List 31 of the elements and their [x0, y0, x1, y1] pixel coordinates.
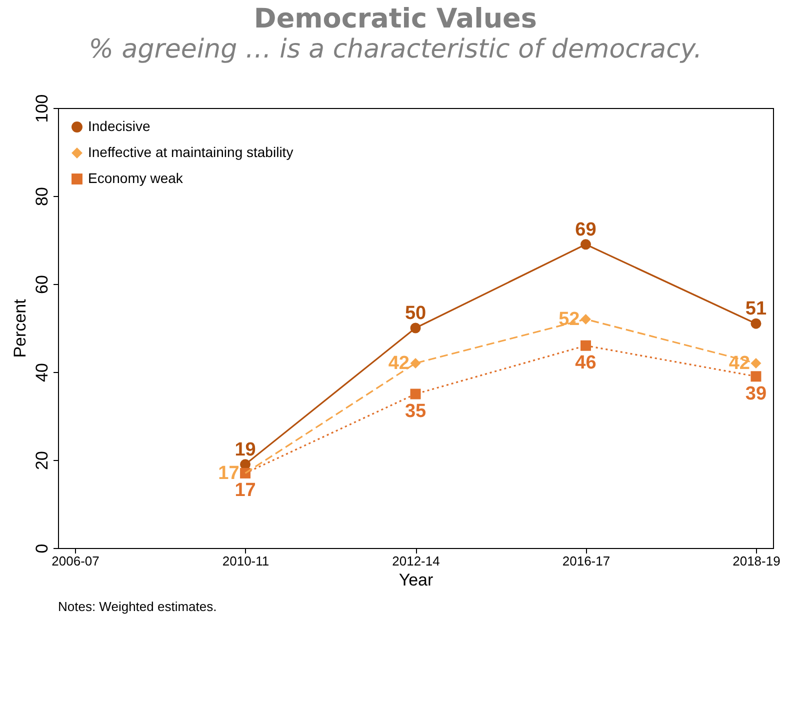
y-tick-label: 20: [32, 451, 52, 470]
point: [750, 358, 762, 368]
y-axis-title: Percent: [10, 298, 30, 358]
point: [580, 340, 591, 351]
point: [750, 371, 762, 382]
x-tick-label: 2018-19: [732, 554, 780, 568]
data-label: 46: [575, 352, 596, 374]
y-tick-label: 40: [32, 363, 52, 382]
data-label: 52: [558, 309, 580, 330]
chart-subtitle: % agreeing … is a characteristic of democracy.: [88, 34, 702, 64]
chart-title: Democratic Values: [254, 3, 537, 34]
legend-label: Economy weak: [88, 170, 184, 186]
data-label: 39: [745, 383, 767, 404]
data-label: 42: [388, 353, 410, 374]
data-label: 69: [575, 219, 596, 240]
legend-label: Ineffective at maintaining stability: [88, 144, 294, 160]
legend-label: Indecisive: [88, 118, 150, 134]
y-tick-label: 80: [32, 187, 52, 206]
data-label: 19: [234, 439, 256, 460]
data-label: 50: [404, 303, 426, 324]
x-tick-label: 2006-07: [52, 554, 100, 568]
text: Notes: Weighted estimates.: [58, 599, 217, 614]
x-tick-label: 2012-14: [392, 554, 440, 568]
y-tick-label: 60: [32, 275, 52, 294]
x-tick-label: 2016-17: [562, 554, 610, 568]
x-tick-label: 2010-11: [222, 554, 270, 568]
data-label: 51: [745, 298, 767, 320]
x-axis-title: Year: [398, 570, 434, 590]
y-tick-label: 100: [32, 94, 52, 123]
data-label: 35: [404, 401, 426, 422]
y-tick-label: 0: [32, 544, 52, 554]
